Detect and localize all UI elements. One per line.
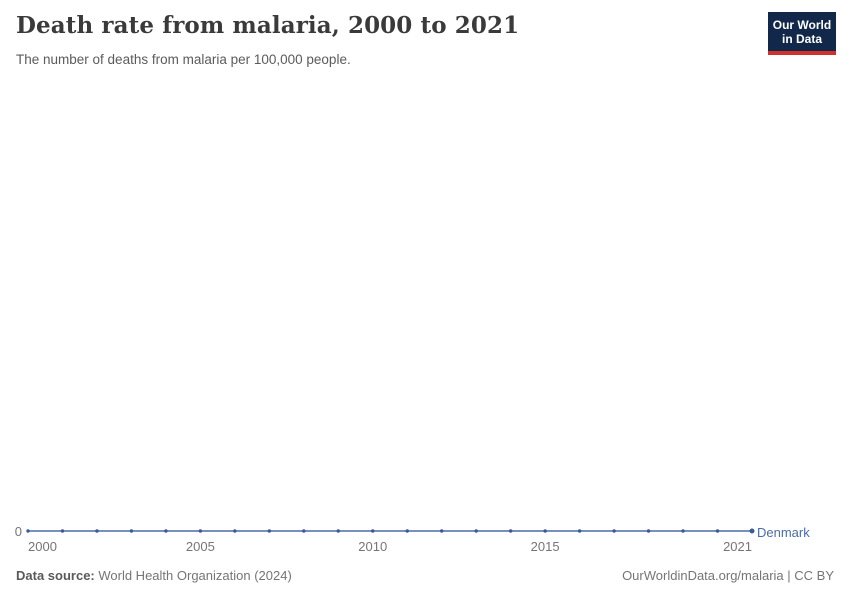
data-source-value: World Health Organization (2024) — [94, 568, 292, 583]
data-source-note: Data source: World Health Organization (… — [16, 568, 292, 583]
owid-logo[interactable]: Our World in Data — [768, 12, 836, 55]
owid-logo-line2: in Data — [781, 32, 822, 46]
series-label-denmark[interactable]: Denmark — [757, 525, 810, 540]
owid-logo-line1: Our World — [772, 18, 832, 32]
attribution-link[interactable]: OurWorldinData.org/malaria | CC BY — [622, 568, 834, 583]
page-title: Death rate from malaria, 2000 to 2021 — [16, 12, 520, 39]
y-axis-zero-label: 0 — [14, 524, 22, 539]
data-source-label: Data source: — [16, 568, 95, 583]
page-subtitle: The number of deaths from malaria per 10… — [16, 52, 351, 67]
